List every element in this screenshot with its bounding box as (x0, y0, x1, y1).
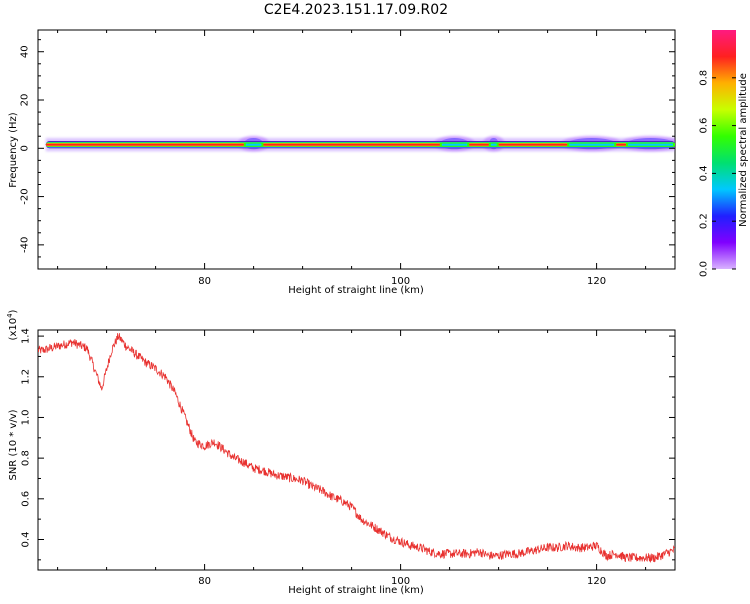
snr-scale-label: (x104) (6, 309, 19, 340)
colorbar-tick-label: 0.4 (699, 165, 710, 181)
spectrogram-ytick-label: -40 (20, 237, 31, 253)
colorbar-gradient (712, 30, 736, 269)
snr-ytick-label: 0.6 (21, 491, 32, 507)
snr-series-line (38, 333, 675, 564)
spectrogram-xtick-label: 100 (391, 276, 410, 287)
spectrogram-heat (45, 136, 675, 152)
colorbar-label: Normalized spectral amplitude (738, 73, 749, 227)
snr-xtick-label: 100 (391, 576, 410, 587)
snr-scale-label-text: (x104) (6, 309, 19, 340)
colorbar-ticks: 0.0 0.2 0.4 0.6 0.8 (699, 70, 736, 277)
colorbar-tick-label: 0.0 (699, 261, 710, 277)
spectrogram-band-break-core (628, 143, 673, 146)
spectrogram-band-break-core (569, 143, 615, 146)
snr-panel: 80 100 120 0.4 0.6 0.8 1.0 1.2 1.4 Height of str… (6, 309, 676, 596)
snr-ytick-label: 1.0 (21, 410, 32, 426)
snr-xtick-label: 80 (198, 576, 211, 587)
spectrogram-band-layer (45, 143, 675, 146)
spectrogram-xtick-label: 80 (198, 276, 211, 287)
spectrogram-axes: 80 100 120 40 20 0 -20 -40 (20, 30, 675, 287)
snr-axes: 80 100 120 0.4 0.6 0.8 1.0 1.2 1.4 (21, 328, 675, 587)
snr-scale-exponent: 4 (6, 313, 14, 318)
colorbar: 0.0 0.2 0.4 0.6 0.8 Normalized spectral ampl… (699, 30, 749, 277)
spectrogram-xtick-label: 120 (587, 276, 606, 287)
snr-scale-base: (x10 (8, 318, 19, 341)
colorbar-tick-label: 0.8 (699, 70, 710, 86)
spectrogram-band-break-core (490, 143, 497, 146)
colorbar-tick-label: 0.6 (699, 118, 710, 134)
snr-ytick-label: 0.4 (21, 532, 32, 548)
snr-ytick-label: 0.8 (21, 450, 32, 466)
spectrogram-ylabel: Frequency (Hz) (8, 112, 19, 188)
snr-xlabel: Height of straight line (km) (288, 585, 424, 596)
snr-frame (37, 329, 676, 571)
chart-title: C2E4.2023.151.17.09.R02 (264, 2, 448, 18)
spectrogram-ytick-label: -20 (20, 188, 31, 204)
spectrogram-ytick-label: 0 (20, 145, 31, 151)
spectrogram-ytick-label: 40 (20, 45, 31, 58)
spectrogram-panel: 80 100 120 40 20 0 -20 -40 Height of straight l… (8, 29, 676, 296)
snr-xtick-label: 120 (587, 576, 606, 587)
colorbar-tick-label: 0.2 (699, 213, 710, 229)
spectrogram-ytick-label: 20 (20, 94, 31, 107)
snr-ytick-label: 1.2 (21, 369, 32, 385)
spectrogram-xlabel: Height of straight line (km) (288, 285, 424, 296)
spectrogram-band-break-core (245, 143, 262, 146)
snr-line-group (38, 333, 675, 564)
snr-scale-close: ) (8, 309, 19, 313)
spectrogram-band-break-core (441, 143, 468, 146)
snr-ylabel: SNR (10 * v/v) (8, 409, 19, 480)
snr-ytick-label: 1.4 (21, 328, 32, 344)
